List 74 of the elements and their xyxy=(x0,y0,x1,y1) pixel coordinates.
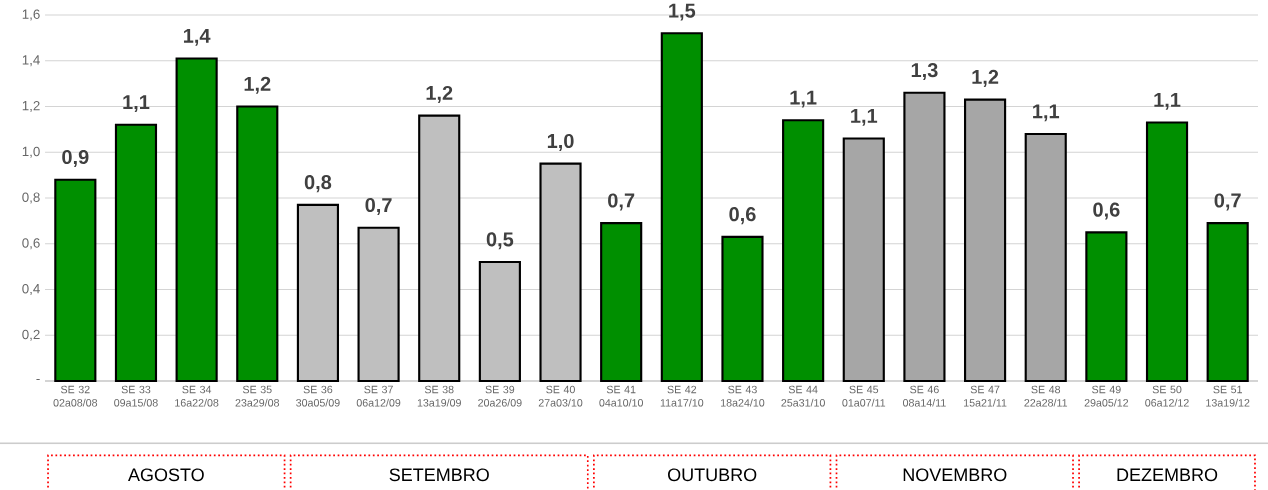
data-label: 1,4 xyxy=(183,28,211,46)
data-label: 0,7 xyxy=(1214,193,1241,211)
x-tick-label: SE 34 16a22/08 xyxy=(175,385,219,407)
data-label: 1,2 xyxy=(244,76,271,94)
x-tick-label: SE 51 13a19/12 xyxy=(1206,385,1250,407)
data-label: 1,1 xyxy=(1154,92,1181,110)
data-label: 0,5 xyxy=(486,232,514,250)
bar xyxy=(660,32,703,383)
data-label: 0,7 xyxy=(365,197,392,216)
x-tick-label: SE 45 01a07/11 xyxy=(842,385,886,407)
x-tick-label: SE 50 06a12/12 xyxy=(1145,385,1189,407)
text: NOVEMBRO xyxy=(903,468,1007,482)
bar xyxy=(114,123,158,383)
x-tick-label: SE 40 27a03/10 xyxy=(538,385,583,407)
bar xyxy=(903,91,946,383)
text: OUTUBRO xyxy=(668,468,757,482)
y-tick-label: 1,6 xyxy=(22,9,40,21)
bar xyxy=(963,98,1007,383)
x-tick-label: SE 32 02a08/08 xyxy=(53,385,98,407)
bar xyxy=(539,162,582,383)
text: AGOSTO xyxy=(128,468,204,482)
x-tick-label: SE 35 23a29/08 xyxy=(235,385,280,407)
bar xyxy=(357,226,400,383)
data-label: 0,9 xyxy=(62,149,89,167)
y-tick-label: 0,4 xyxy=(22,284,40,296)
x-tick-label: SE 36 30a05/09 xyxy=(296,385,340,407)
data-label: 0,6 xyxy=(1093,202,1120,220)
text: DEZEMBRO xyxy=(1117,468,1218,482)
bar xyxy=(175,57,218,383)
y-tick-label: 1,0 xyxy=(22,146,40,158)
data-label: 0,6 xyxy=(729,207,756,225)
text: SETEMBRO xyxy=(389,468,489,482)
y-tick-label: - xyxy=(36,378,40,380)
data-label: 1,1 xyxy=(790,90,817,108)
data-label: 0,8 xyxy=(304,175,332,193)
data-label: 0,7 xyxy=(608,193,635,211)
bar xyxy=(842,137,885,383)
x-tick-label: SE 49 29a05/12 xyxy=(1084,385,1129,407)
x-tick-label: SE 41 04a10/10 xyxy=(599,385,643,407)
data-label: 1,5 xyxy=(669,3,696,21)
x-tick-label: SE 43 18a24/10 xyxy=(721,385,765,407)
x-tick-label: SE 42 11a17/10 xyxy=(660,385,704,407)
data-label: 1,0 xyxy=(547,133,574,151)
x-tick-label: SE 48 22a28/11 xyxy=(1024,385,1068,407)
data-label: 1,1 xyxy=(1033,104,1060,122)
y-tick-label: 0,2 xyxy=(22,329,40,341)
bar xyxy=(782,119,825,383)
y-tick-label: 0,8 xyxy=(22,192,40,204)
bar xyxy=(54,178,97,383)
bar xyxy=(721,235,764,383)
data-label: 1,2 xyxy=(972,69,999,87)
x-tick-label: SE 38 13a19/09 xyxy=(417,385,461,407)
bar xyxy=(418,114,461,383)
bar xyxy=(236,105,279,383)
bar xyxy=(1085,231,1128,383)
bar xyxy=(296,203,340,383)
y-tick-label: 0,6 xyxy=(22,238,40,250)
bar xyxy=(1024,132,1067,383)
data-label: 1,1 xyxy=(851,108,878,126)
bar xyxy=(1145,121,1189,383)
bar xyxy=(1206,222,1249,383)
bar xyxy=(478,260,521,383)
bar xyxy=(600,222,643,383)
x-tick-label: SE 44 25a31/10 xyxy=(781,385,825,407)
x-tick-label: SE 37 06a12/09 xyxy=(356,385,401,407)
y-tick-label: 1,2 xyxy=(22,101,40,113)
x-tick-label: SE 39 20a26/09 xyxy=(478,385,522,407)
y-tick-label: 1,4 xyxy=(22,55,40,67)
data-label: 1,1 xyxy=(123,95,150,113)
x-tick-label: SE 33 09a15/08 xyxy=(114,385,158,407)
x-tick-label: SE 46 08a14/11 xyxy=(903,385,946,407)
x-tick-label: SE 47 15a21/11 xyxy=(964,385,1007,407)
data-label: 1,2 xyxy=(426,85,453,103)
data-label: 1,3 xyxy=(911,63,938,81)
